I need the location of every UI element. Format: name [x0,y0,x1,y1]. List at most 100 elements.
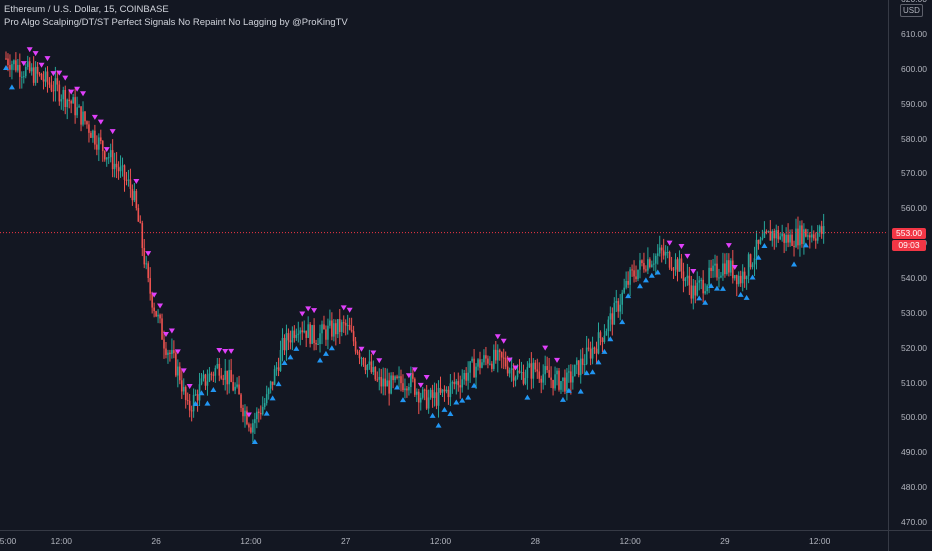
time-axis[interactable]: 5:00 12:00 26 12:00 27 12:00 28 12:00 29 12:00 [0,530,888,551]
candle-body [510,368,513,371]
candle-body [180,380,183,392]
candle-body [285,333,288,351]
candle-body [653,263,655,265]
sell-signal-marker [506,357,513,363]
candle-body [28,61,31,72]
time-axis-label: 29 [720,536,730,546]
candle-body [518,370,521,373]
candle-body [660,247,663,251]
candle-body [688,275,691,286]
candle-body [504,357,507,367]
price-chart-plot-area[interactable] [0,0,888,530]
candle-body [493,349,495,369]
candle-body [155,311,157,317]
sell-signal-marker [731,265,738,271]
candle-body [147,263,149,279]
sell-signal-marker [245,412,252,418]
sell-signal-marker [228,348,235,354]
candle-body [139,221,142,224]
candle-body [173,350,175,354]
candle-body [309,324,311,344]
buy-signal-marker [328,345,335,351]
candle-body [765,231,768,233]
sell-signal-marker [44,56,51,62]
candle-body [305,330,307,338]
candle-body [656,253,659,256]
candle-body [423,389,426,391]
candle-body [119,166,122,172]
buy-signal-marker [441,406,448,412]
candle-body [236,384,238,387]
candle-body [710,267,712,272]
candle-body [664,251,667,256]
candle-body [508,370,511,374]
candle-body [109,150,112,158]
candle-body [26,61,29,67]
candle-body [451,382,454,384]
buy-signal-marker [601,348,608,354]
sell-signal-marker [157,303,164,309]
candle-body [536,369,539,372]
candle-body [86,121,88,125]
candle-body [204,374,207,386]
candle-body [481,362,483,368]
candle-body [733,275,736,279]
candle-body [244,410,246,417]
candle-body [647,259,649,271]
buy-signal-marker [708,283,715,289]
candle-body [44,71,47,82]
candle-body [585,347,588,365]
candle-body [113,163,116,170]
candle-body [342,322,345,324]
candle-body [771,230,774,241]
candle-body [649,259,651,268]
candle-body [279,350,282,371]
indicator-name[interactable]: Pro Algo Scalping/DT/ST Perfect Signals … [4,17,348,28]
candle-body [210,373,213,375]
buy-signal-marker [204,400,211,406]
candle-body [722,263,724,276]
buy-signal-marker [263,410,270,416]
candle-body [410,373,412,388]
candle-body [787,234,789,243]
candle-body [186,399,189,401]
candle-body [96,144,98,150]
candle-body [123,165,126,180]
sell-signal-marker [91,114,98,120]
candle-body [66,99,69,108]
sell-signal-marker [311,308,318,314]
candle-body [384,378,386,387]
candle-body [619,304,622,312]
candle-body [414,378,416,395]
candle-body [143,248,146,265]
buy-signal-marker [719,285,726,291]
candle-body [121,165,124,167]
candle-body [131,188,134,201]
candle-body [153,307,155,312]
candle-body [455,381,458,385]
candle-body [641,260,643,264]
candle-body [9,65,11,70]
candle-body [165,348,167,355]
buy-signal-marker [524,394,531,400]
candle-body [220,375,223,379]
candle-body [801,225,803,244]
candle-body [327,325,329,340]
price-axis[interactable]: 620.00 610.00 600.00 590.00 580.00 570.00 560.… [888,0,932,530]
candle-body [814,238,817,241]
candle-body [572,376,574,383]
candle-body [335,323,337,335]
candle-body [473,358,475,378]
symbol-title: Ethereum / U.S. Dollar, 15, COINBASE [4,4,169,15]
candle-body [380,376,383,387]
candle-body [698,280,701,283]
candle-body [206,381,209,386]
candle-body [540,378,543,383]
candle-body [812,234,815,239]
candle-body [273,369,276,385]
candle-body [125,179,128,181]
sell-signal-marker [133,178,140,184]
candle-body [358,353,361,359]
candle-body [793,245,795,247]
candle-body [348,325,351,330]
